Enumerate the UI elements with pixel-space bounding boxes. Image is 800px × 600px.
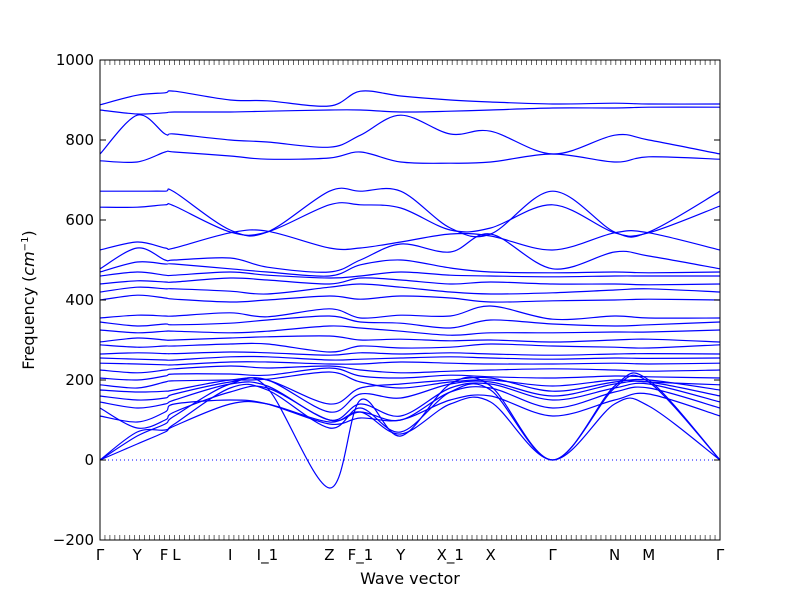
x-tick-label: Γ xyxy=(716,546,725,564)
band-line-2 xyxy=(99,106,721,115)
band-line-5 xyxy=(100,187,721,238)
band-line-20 xyxy=(99,355,721,361)
band-line-9 xyxy=(99,259,721,277)
x-axis-title: Wave vector xyxy=(360,569,460,588)
y-tick-label: 400 xyxy=(65,291,94,309)
band-line-32 xyxy=(99,396,721,461)
band-line-19 xyxy=(99,351,721,356)
band-line-7 xyxy=(99,229,721,251)
band-line-18 xyxy=(99,342,721,353)
y-axis-title-text: Frequency ( xyxy=(19,276,38,370)
x-tick-label: Y xyxy=(132,546,143,564)
band-line-27 xyxy=(99,381,721,421)
y-tick-label: −200 xyxy=(53,531,94,549)
band-line-10 xyxy=(99,271,720,279)
band-line-12 xyxy=(99,283,721,295)
band-line-29 xyxy=(99,392,721,426)
y-tick-label: 800 xyxy=(65,131,94,149)
band-line-4 xyxy=(99,150,721,164)
x-tick-label: M xyxy=(642,546,655,564)
x-tick-label: Y xyxy=(395,546,406,564)
band-line-11 xyxy=(99,277,721,286)
band-line-22 xyxy=(99,365,721,374)
y-tick-label: 0 xyxy=(84,451,94,469)
x-tick-label: F_1 xyxy=(348,546,374,565)
plot-frame xyxy=(99,59,721,541)
band-line-21 xyxy=(99,361,721,366)
x-tick-label: Γ xyxy=(96,546,105,564)
band-line-25 xyxy=(99,376,721,405)
x-tick-label: Z xyxy=(324,546,334,564)
y-axis-title: Frequency (cm−1) xyxy=(19,230,38,369)
band-line-26 xyxy=(99,377,721,413)
band-line-14 xyxy=(99,305,721,321)
phonon-bands xyxy=(99,90,721,489)
x-tick-label: F xyxy=(160,546,169,564)
x-tick-label: L xyxy=(172,546,181,564)
band-line-15 xyxy=(99,315,721,329)
band-line-17 xyxy=(99,335,721,343)
band-line-23 xyxy=(99,367,721,381)
band-line-30 xyxy=(99,372,721,489)
y-tick-label: 1000 xyxy=(56,51,94,69)
y-tick-label: 200 xyxy=(65,371,94,389)
band-line-8 xyxy=(99,233,721,273)
x-tick-label: Γ xyxy=(548,546,557,564)
x-tick-label: X_1 xyxy=(437,546,464,565)
x-tick-label: I xyxy=(228,546,232,564)
y-tick-label: 600 xyxy=(65,211,94,229)
x-tick-label: X xyxy=(485,546,495,564)
band-line-16 xyxy=(99,325,721,336)
y-axis-title-unit: cm xyxy=(19,251,38,275)
y-tick-labels: −200 0 200 400 600 800 1000 xyxy=(53,51,94,549)
band-line-6 xyxy=(99,202,721,237)
band-line-1 xyxy=(99,90,721,107)
y-axis-title-close: ) xyxy=(19,230,38,236)
axis-ticks xyxy=(99,59,721,541)
x-tick-label: I_1 xyxy=(257,546,278,565)
x-tick-label: N xyxy=(609,546,620,564)
y-axis-title-unit-exponent: −1 xyxy=(20,237,31,252)
band-line-3 xyxy=(99,114,721,155)
x-tick-labels: Γ Y F L I I_1 Z F_1 Y X_1 X Γ N M Γ xyxy=(96,546,725,565)
band-line-13 xyxy=(99,294,721,303)
band-line-24 xyxy=(99,371,721,389)
